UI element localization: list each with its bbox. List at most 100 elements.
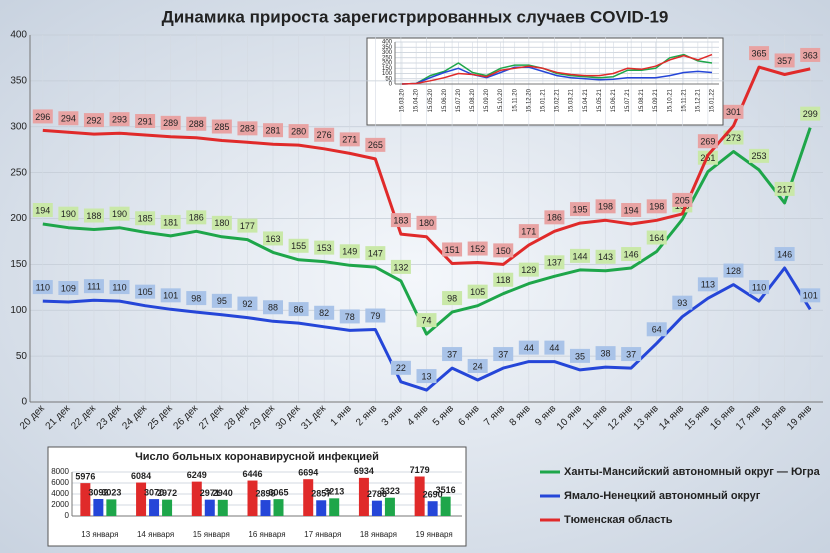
value-label: 22 — [396, 363, 406, 373]
y-tick-label: 250 — [10, 167, 27, 178]
value-label: 195 — [572, 204, 587, 214]
value-label: 146 — [624, 249, 639, 259]
x-tick-label: 15.03.21 — [569, 88, 575, 112]
y-tick-label: 150 — [382, 66, 393, 72]
value-label: 93 — [677, 298, 687, 308]
bar — [106, 499, 117, 516]
value-label: 82 — [319, 308, 329, 318]
value-label-box — [749, 280, 770, 295]
x-tick-label: 15.03.20 — [400, 88, 406, 112]
bar — [217, 499, 228, 516]
value-label: 64 — [652, 325, 662, 335]
value-label-box — [365, 308, 386, 323]
value-label: 3065 — [268, 488, 288, 498]
value-label: 144 — [572, 251, 587, 261]
value-label-box — [32, 109, 53, 124]
value-label: 110 — [36, 282, 50, 292]
value-label: 265 — [368, 140, 383, 150]
value-label-box — [237, 121, 258, 136]
value-label-box — [339, 244, 360, 259]
value-label: 44 — [549, 343, 559, 353]
x-tick-label: 15.09.21 — [653, 88, 659, 112]
x-tick-label: 15.10.21 — [667, 88, 673, 112]
value-label-box — [518, 340, 539, 355]
value-label-box — [314, 127, 335, 142]
bar — [303, 479, 314, 516]
value-label-box — [774, 181, 795, 196]
value-label: 2690 — [423, 490, 443, 500]
bar — [162, 499, 173, 516]
value-label-box — [518, 224, 539, 239]
value-label: 285 — [214, 122, 229, 132]
value-label-box — [544, 340, 565, 355]
value-label: 180 — [419, 218, 434, 228]
value-label-box — [723, 263, 744, 278]
x-tick-label: 15.08.21 — [639, 88, 645, 112]
value-label: 129 — [521, 265, 536, 275]
value-label-box — [723, 104, 744, 119]
value-label: 152 — [470, 244, 485, 254]
y-tick-label: 150 — [10, 259, 27, 270]
legend-label: Тюменская область — [564, 514, 673, 526]
value-label-box — [774, 53, 795, 68]
y-tick-label: 4000 — [51, 489, 69, 498]
value-label: 357 — [777, 56, 792, 66]
y-tick-label: 100 — [382, 71, 393, 77]
y-tick-label: 350 — [382, 45, 393, 51]
y-tick-label: 350 — [10, 76, 27, 87]
value-label: 37 — [498, 349, 508, 359]
value-label: 198 — [598, 202, 613, 212]
value-label-box — [83, 279, 104, 294]
value-label: 37 — [447, 349, 457, 359]
bar — [414, 476, 425, 516]
value-label: 147 — [368, 249, 383, 259]
bar — [440, 496, 451, 516]
value-label: 6084 — [131, 471, 151, 481]
value-label: 2786 — [367, 489, 387, 499]
x-tick-label: 15.10.20 — [498, 88, 504, 112]
value-label-box — [416, 369, 437, 384]
x-tick-label: 15.09.20 — [484, 88, 490, 112]
value-label-box — [518, 262, 539, 277]
x-tick-label: 15.06.20 — [442, 88, 448, 112]
value-label: 276 — [317, 130, 332, 140]
value-label-box — [237, 296, 258, 311]
value-label: 291 — [138, 116, 153, 126]
value-label-box — [697, 277, 718, 292]
value-label-box — [390, 213, 411, 228]
value-label: 79 — [370, 311, 380, 321]
value-label-box — [288, 238, 309, 253]
bar — [273, 499, 284, 516]
value-label-box — [186, 116, 207, 131]
x-tick-label: 15.08.20 — [470, 88, 476, 112]
value-label: 3023 — [101, 488, 121, 498]
x-tick-label: 15.02.21 — [555, 88, 561, 112]
value-label-box — [621, 247, 642, 262]
value-label: 296 — [35, 112, 50, 122]
value-label-box — [211, 119, 232, 134]
bar — [384, 497, 395, 516]
value-label: 273 — [726, 133, 741, 143]
x-tick-label: 15.12.21 — [695, 88, 701, 112]
x-tick-label: 15.05.20 — [428, 88, 434, 112]
bar — [329, 498, 340, 516]
value-label: 118 — [496, 275, 510, 285]
value-label: 38 — [601, 349, 611, 359]
value-label: 143 — [598, 252, 613, 262]
x-tick-label: 15.04.21 — [583, 88, 589, 112]
value-label: 2857 — [311, 489, 331, 499]
value-label: 281 — [266, 126, 281, 136]
bar — [93, 498, 104, 516]
value-label: 88 — [268, 303, 278, 313]
bar — [80, 483, 91, 516]
value-label: 6249 — [187, 470, 207, 480]
value-label-box — [135, 114, 156, 129]
value-label-box — [32, 280, 53, 295]
value-label-box — [83, 113, 104, 128]
value-label-box — [109, 280, 130, 295]
value-label: 198 — [649, 202, 664, 212]
value-label: 253 — [752, 151, 767, 161]
value-label-box — [237, 218, 258, 233]
y-tick-label: 6000 — [51, 478, 69, 487]
value-label-box — [32, 203, 53, 218]
